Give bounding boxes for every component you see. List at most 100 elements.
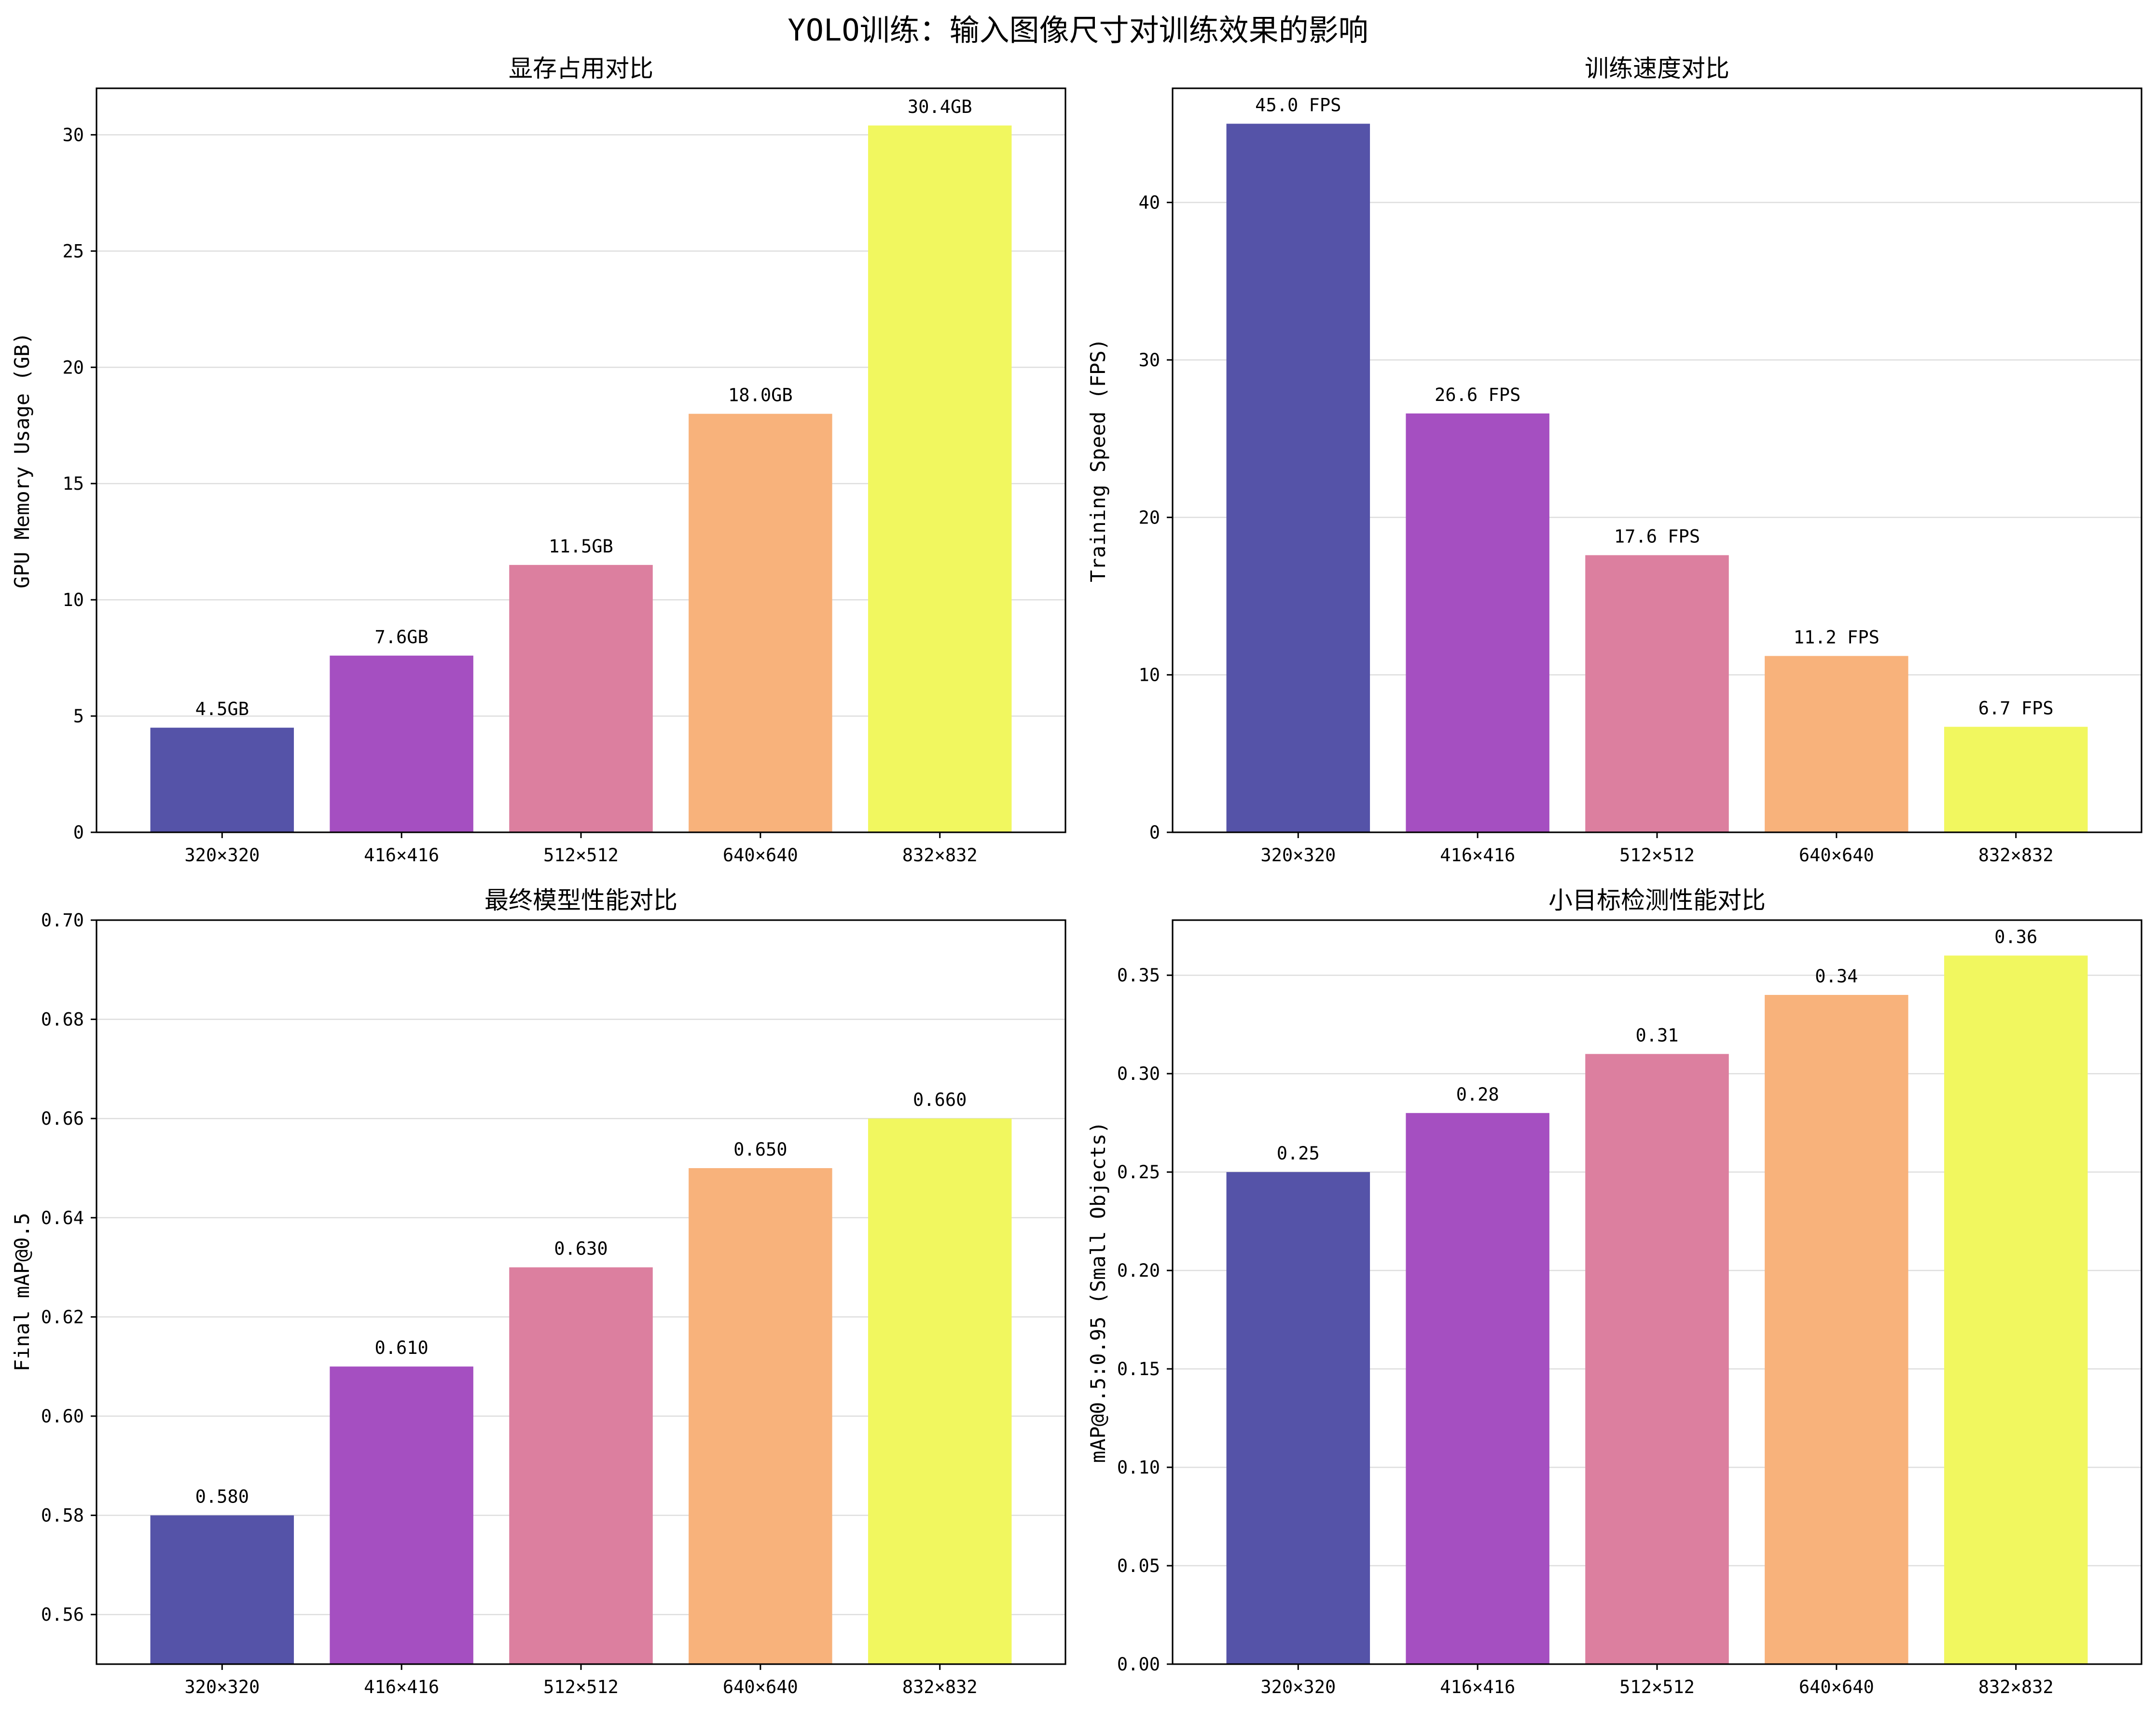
x-tick-label: 640×640 xyxy=(723,1677,798,1697)
bar-value-label: 6.7 FPS xyxy=(1978,698,2054,718)
figure-title: YOLO训练：输入图像尺寸对训练效果的影响 xyxy=(788,13,1368,48)
y-tick-label: 25 xyxy=(62,241,84,262)
x-tick-label: 832×832 xyxy=(902,845,978,866)
y-tick-label: 20 xyxy=(62,357,84,378)
y-tick-label: 0 xyxy=(1149,822,1160,843)
x-tick-label: 832×832 xyxy=(1978,845,2054,866)
x-tick-label: 416×416 xyxy=(364,845,439,866)
bar-value-label: 0.610 xyxy=(374,1337,428,1358)
x-tick-label: 512×512 xyxy=(543,845,619,866)
y-tick-label: 10 xyxy=(1138,665,1160,686)
bar xyxy=(509,565,653,832)
bar xyxy=(1226,1172,1370,1664)
y-tick-label: 0.66 xyxy=(41,1108,84,1129)
chart-title: 显存占用对比 xyxy=(509,55,653,83)
bar xyxy=(1944,955,2088,1664)
bar-value-label: 0.630 xyxy=(554,1239,608,1259)
x-tick-label: 416×416 xyxy=(1440,1677,1515,1697)
y-tick-label: 30 xyxy=(62,124,84,145)
y-tick-label: 0.62 xyxy=(41,1307,84,1327)
bar-value-label: 0.580 xyxy=(195,1487,249,1507)
x-tick-label: 640×640 xyxy=(1799,1677,1874,1697)
chart-title: 训练速度对比 xyxy=(1585,55,1729,83)
bar xyxy=(1944,727,2088,832)
bar xyxy=(1765,656,1908,832)
y-tick-label: 0.20 xyxy=(1117,1260,1160,1281)
bar xyxy=(1226,124,1370,832)
bar-value-label: 18.0GB xyxy=(728,385,793,406)
y-axis-label: mAP@0.5:0.95 (Small Objects) xyxy=(1086,1121,1110,1463)
x-tick-label: 320×320 xyxy=(184,845,260,866)
bar-value-label: 11.2 FPS xyxy=(1794,627,1880,648)
x-tick-label: 416×416 xyxy=(1440,845,1515,866)
bar-value-label: 0.25 xyxy=(1277,1143,1320,1164)
x-tick-label: 512×512 xyxy=(543,1677,619,1697)
bar-value-label: 30.4GB xyxy=(908,96,972,117)
bar-value-label: 0.28 xyxy=(1456,1084,1499,1105)
bar xyxy=(1765,995,1908,1664)
y-tick-label: 0.00 xyxy=(1117,1654,1160,1675)
bar xyxy=(330,655,473,832)
y-tick-label: 5 xyxy=(73,706,84,727)
y-tick-label: 0.35 xyxy=(1117,965,1160,986)
y-tick-label: 0.64 xyxy=(41,1208,84,1228)
bar-value-label: 4.5GB xyxy=(195,699,249,719)
bar xyxy=(150,1515,294,1664)
bar-value-label: 17.6 FPS xyxy=(1614,526,1700,547)
y-tick-label: 15 xyxy=(62,473,84,494)
y-tick-label: 0.10 xyxy=(1117,1457,1160,1478)
y-tick-label: 0.25 xyxy=(1117,1162,1160,1183)
bar xyxy=(509,1267,653,1664)
x-tick-label: 832×832 xyxy=(902,1677,978,1697)
x-tick-label: 320×320 xyxy=(1260,845,1336,866)
bar xyxy=(868,1118,1012,1664)
bar xyxy=(1406,1113,1549,1664)
x-tick-label: 640×640 xyxy=(723,845,798,866)
bar xyxy=(868,125,1012,833)
chart-title: 小目标检测性能对比 xyxy=(1548,886,1766,914)
y-tick-label: 0.60 xyxy=(41,1406,84,1427)
y-tick-label: 20 xyxy=(1138,507,1160,528)
y-tick-label: 30 xyxy=(1138,350,1160,371)
y-tick-label: 0.15 xyxy=(1117,1359,1160,1379)
y-axis-label: Final mAP@0.5 xyxy=(10,1213,34,1372)
x-tick-label: 832×832 xyxy=(1978,1677,2054,1697)
bar-value-label: 45.0 FPS xyxy=(1255,95,1341,115)
bar-value-label: 0.650 xyxy=(733,1139,787,1160)
bar xyxy=(150,728,294,832)
y-axis-label: Training Speed (FPS) xyxy=(1086,338,1110,582)
chart-title: 最终模型性能对比 xyxy=(484,886,677,914)
y-tick-label: 0.70 xyxy=(41,910,84,931)
bar-value-label: 11.5GB xyxy=(549,536,613,557)
y-tick-label: 0.56 xyxy=(41,1604,84,1625)
x-tick-label: 320×320 xyxy=(1260,1677,1336,1697)
bar-value-label: 7.6GB xyxy=(374,627,428,648)
bar xyxy=(330,1366,473,1664)
x-tick-label: 640×640 xyxy=(1799,845,1874,866)
y-tick-label: 40 xyxy=(1138,193,1160,213)
y-tick-label: 0 xyxy=(73,822,84,843)
bar-value-label: 0.660 xyxy=(913,1089,967,1110)
y-tick-label: 10 xyxy=(62,590,84,610)
x-tick-label: 512×512 xyxy=(1619,1677,1695,1697)
bar xyxy=(689,413,832,832)
y-tick-label: 0.58 xyxy=(41,1505,84,1526)
bar xyxy=(1585,1054,1729,1664)
bar-value-label: 0.31 xyxy=(1635,1025,1678,1046)
y-tick-label: 0.68 xyxy=(41,1009,84,1030)
bar xyxy=(1585,555,1729,832)
bar-value-label: 26.6 FPS xyxy=(1435,385,1520,405)
x-tick-label: 320×320 xyxy=(184,1677,260,1697)
y-tick-label: 0.30 xyxy=(1117,1063,1160,1084)
bar-value-label: 0.36 xyxy=(1994,926,2037,947)
y-tick-label: 0.05 xyxy=(1117,1556,1160,1576)
bar xyxy=(689,1168,832,1664)
bar xyxy=(1406,413,1549,832)
x-tick-label: 416×416 xyxy=(364,1677,439,1697)
bar-value-label: 0.34 xyxy=(1815,966,1858,987)
